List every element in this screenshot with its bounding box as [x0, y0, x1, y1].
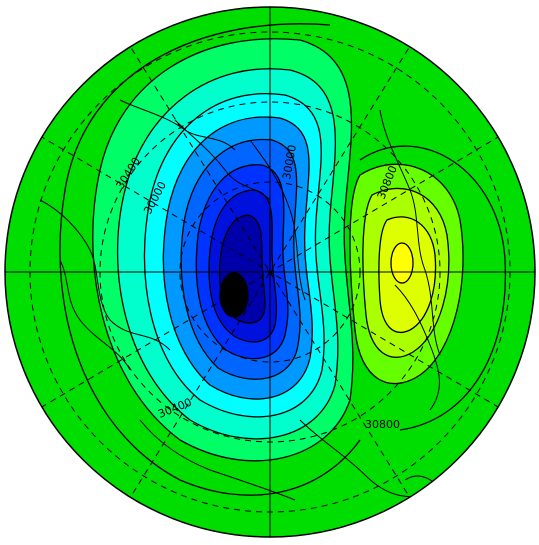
meridians: [5, 7, 535, 537]
high-contour-bands: [349, 163, 464, 385]
coastlines: [39, 99, 446, 501]
map-boundary: [4, 6, 536, 538]
outer-contour-lines: [59, 23, 507, 496]
contour-label: 30000: [280, 144, 299, 181]
low-contour-bands: [92, 38, 354, 462]
high-center: [390, 242, 414, 284]
low-center: [219, 272, 249, 318]
contour-label: 30800: [365, 418, 400, 431]
